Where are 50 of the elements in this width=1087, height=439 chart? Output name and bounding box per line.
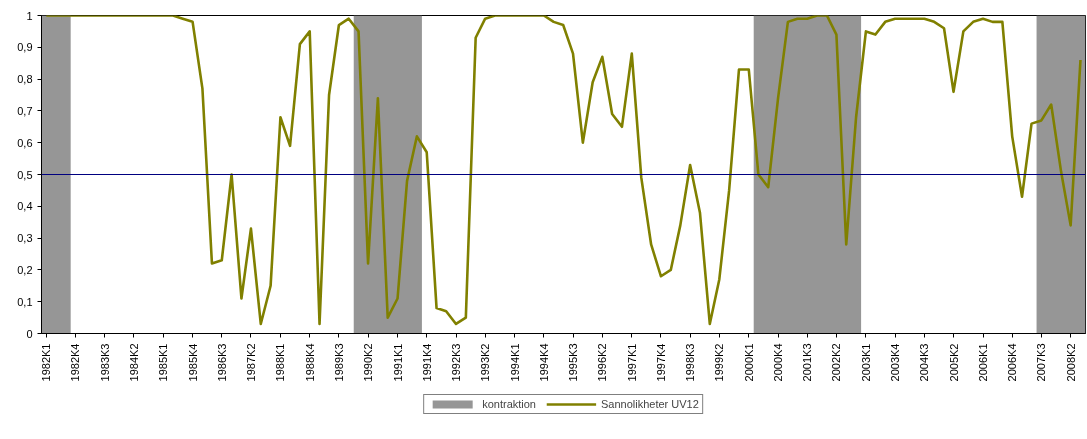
x-tick-label: 1996K2 — [596, 343, 609, 382]
x-tick-label: 1991K1 — [391, 343, 404, 382]
x-tick-label: 2004K3 — [918, 343, 931, 382]
y-tick-label: 0 — [26, 327, 33, 340]
y-tick-label: 0,8 — [17, 73, 33, 86]
y-tick-label: 1 — [26, 9, 33, 22]
line-series — [45, 15, 1082, 326]
x-tick-label: 1997K4 — [654, 343, 667, 382]
x-tick-label: 1991K4 — [420, 343, 433, 382]
legend-label: kontraktion — [482, 397, 536, 410]
x-tick-label: 1995K3 — [567, 343, 580, 382]
y-tick-label: 0,4 — [17, 200, 33, 213]
x-tick-label: 1990K2 — [362, 343, 375, 382]
x-tick-label: 1986K3 — [215, 343, 228, 382]
x-tick-label: 2008K2 — [1064, 343, 1077, 382]
legend-label: Sannolikheter UV12 — [600, 397, 699, 410]
y-tick-label: 0,6 — [17, 136, 33, 149]
y-tick-label: 0,9 — [17, 41, 33, 54]
x-tick-label: 2001K3 — [801, 343, 814, 382]
x-tick-label: 2005K2 — [947, 343, 960, 382]
x-tick-label: 1989K3 — [332, 343, 345, 382]
x-tick-label: 1994K1 — [508, 343, 521, 382]
x-tick-label: 1992K3 — [450, 343, 462, 382]
x-tick-label: 1983K3 — [98, 343, 111, 382]
y-tick-label: 0,7 — [17, 104, 33, 117]
x-tick-label: 2007K3 — [1035, 343, 1048, 382]
x-tick-label: 1997K1 — [625, 343, 638, 382]
x-tick-label: 1988K1 — [274, 343, 287, 382]
x-tick-label: 1988K4 — [303, 343, 316, 382]
x-tick-label: 1982K4 — [69, 343, 82, 382]
x-tick-label: 2006K4 — [1006, 343, 1019, 382]
x-tick-label: 1985K1 — [157, 343, 170, 382]
x-tick-label: 2002K2 — [830, 343, 843, 382]
x-tick-label: 2003K1 — [859, 343, 872, 382]
y-tick-label: 0,1 — [17, 295, 33, 308]
x-tick-label: 1999K2 — [713, 343, 726, 382]
x-tick-label: 1982K1 — [40, 343, 53, 382]
x-tick-label: 1984K2 — [127, 343, 140, 382]
x-tick-label: 1987K2 — [244, 343, 257, 382]
y-tick-label: 0,3 — [17, 232, 33, 245]
x-tick-label: 1993K2 — [479, 343, 492, 382]
x-tick-label: 1994K4 — [537, 343, 550, 382]
x-tick-label: 2000K1 — [742, 343, 755, 382]
x-tick-label: 2000K4 — [772, 343, 785, 382]
x-tick-label: 2006K1 — [977, 343, 990, 382]
y-tick-label: 0,5 — [17, 168, 33, 181]
x-tick-label: 1985K4 — [186, 343, 199, 382]
x-tick-label: 1998K3 — [684, 343, 697, 382]
x-tick-label: 2003K4 — [889, 343, 902, 382]
y-tick-label: 0,2 — [17, 263, 33, 276]
